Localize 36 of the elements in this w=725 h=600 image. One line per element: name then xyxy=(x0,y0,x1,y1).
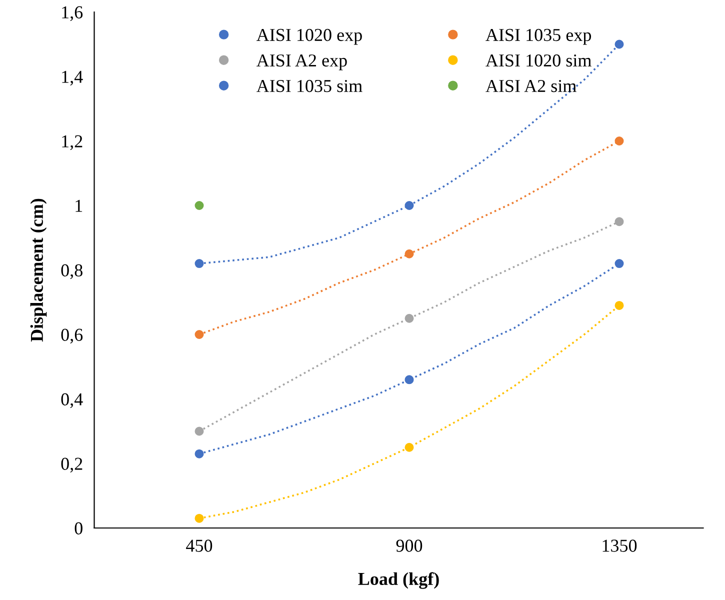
y-tick-label: 0,6 xyxy=(61,328,83,344)
point xyxy=(404,375,414,384)
x-tick-label: 1350 xyxy=(602,540,637,552)
point xyxy=(404,314,414,323)
point xyxy=(614,300,624,310)
x-tick-label: 900 xyxy=(396,540,422,552)
y-tick-label: 0,4 xyxy=(61,393,83,408)
point xyxy=(614,40,624,49)
point xyxy=(194,201,204,210)
y-tick-label: 0,8 xyxy=(61,264,82,280)
point xyxy=(404,201,414,210)
y-tick-label: 0,2 xyxy=(61,458,82,473)
legend-label: AISI 1020 sim xyxy=(486,54,592,67)
legend-label: AISI A2 exp xyxy=(256,54,347,70)
point xyxy=(404,442,414,452)
y-axis-title: Displacement (cm) xyxy=(30,198,47,342)
legend-label: AISI 1020 exp xyxy=(256,28,362,45)
y-tick-label: 1,4 xyxy=(62,70,83,86)
point xyxy=(404,249,414,258)
point xyxy=(194,259,204,268)
x-tick-label: 450 xyxy=(186,540,212,552)
legend-label: AISI A2 sim xyxy=(486,80,576,92)
legend-label: AISI 1035 sim xyxy=(256,80,362,92)
point xyxy=(194,514,204,523)
y-tick-label: 1,6 xyxy=(62,6,83,22)
legend-label: AISI 1035 exp xyxy=(486,28,592,45)
point xyxy=(194,426,204,436)
point xyxy=(614,136,624,146)
y-tick-label: 1,2 xyxy=(62,135,82,150)
point xyxy=(194,330,204,339)
y-tick-label: 1 xyxy=(76,200,82,212)
point xyxy=(614,259,624,268)
point xyxy=(614,217,624,226)
y-tick-label: 0 xyxy=(74,522,82,534)
point xyxy=(194,449,204,458)
x-axis-title: Load (kgf) xyxy=(358,572,439,589)
